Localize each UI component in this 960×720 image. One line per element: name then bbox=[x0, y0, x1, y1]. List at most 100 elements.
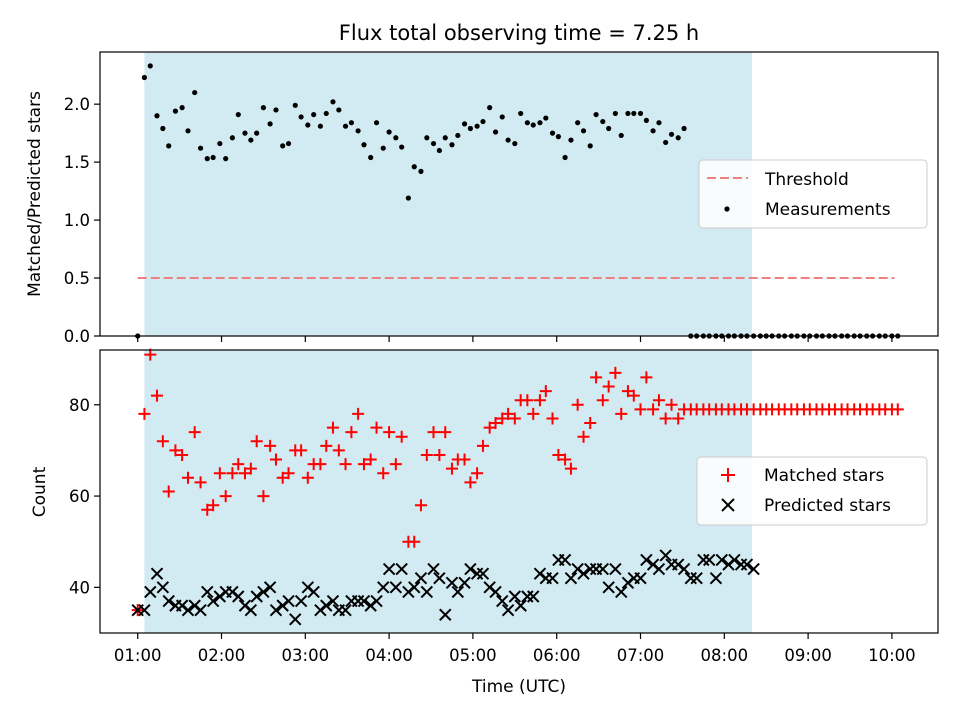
measurement-point bbox=[160, 125, 166, 132]
predicted-star-point bbox=[257, 585, 270, 599]
predicted-star-point bbox=[715, 553, 729, 567]
predicted-star-point bbox=[615, 585, 628, 599]
matched-star-point bbox=[652, 394, 665, 407]
measurement-point bbox=[668, 131, 675, 137]
measurement-point bbox=[530, 122, 536, 128]
x-axis-label: Time (UTC) bbox=[471, 677, 566, 697]
predicted-star-point bbox=[339, 603, 352, 617]
measurement-point bbox=[147, 63, 153, 69]
matched-star-point bbox=[181, 471, 194, 484]
matched-star-point bbox=[521, 394, 534, 407]
measurement-point bbox=[380, 145, 386, 151]
predicted-star-point bbox=[138, 603, 151, 617]
legend-measurements-swatch bbox=[724, 206, 730, 212]
measurement-point bbox=[455, 132, 461, 139]
matched-star-point bbox=[590, 371, 603, 384]
predicted-star-point bbox=[527, 590, 540, 603]
measurement-point bbox=[242, 130, 248, 136]
measurement-point bbox=[386, 129, 392, 135]
x-tick-label: 01:00 bbox=[114, 646, 162, 665]
predicted-star-point bbox=[445, 576, 459, 589]
predicted-star-point bbox=[408, 581, 421, 594]
predicted-star-point bbox=[709, 572, 723, 585]
predicted-star-point bbox=[326, 594, 340, 608]
predicted-star-point bbox=[144, 585, 157, 599]
matched-star-point bbox=[339, 458, 352, 471]
measurement-point bbox=[436, 147, 442, 154]
bottom-y-axis-label: Count bbox=[30, 466, 50, 517]
predicted-star-point bbox=[677, 562, 691, 576]
matched-star-point bbox=[445, 462, 458, 475]
bottom-plot-area bbox=[131, 348, 904, 626]
measurement-point bbox=[229, 135, 236, 141]
measurement-point bbox=[330, 99, 336, 105]
predicted-star-point bbox=[584, 562, 597, 576]
measurement-point bbox=[185, 128, 191, 134]
matched-star-point bbox=[571, 398, 584, 411]
predicted-star-point bbox=[244, 603, 258, 617]
measurement-point bbox=[625, 110, 631, 117]
matched-star-point bbox=[207, 499, 220, 512]
matched-star-point bbox=[320, 439, 333, 452]
predicted-star-point bbox=[427, 562, 440, 576]
matched-star-point bbox=[615, 407, 628, 420]
predicted-star-point bbox=[307, 585, 320, 599]
predicted-star-point bbox=[289, 613, 302, 626]
predicted-star-point bbox=[684, 572, 697, 585]
matched-star-point bbox=[383, 426, 396, 439]
top-legend-box bbox=[698, 159, 928, 229]
matched-star-point bbox=[264, 439, 277, 452]
predicted-star-point bbox=[282, 594, 295, 608]
top-legend: Threshold Measurements bbox=[698, 159, 928, 229]
predicted-star-point bbox=[156, 581, 170, 594]
matched-star-point bbox=[352, 407, 365, 420]
predicted-star-point bbox=[433, 572, 446, 585]
measurement-point bbox=[179, 105, 185, 111]
legend-predicted-label: Predicted stars bbox=[764, 496, 891, 516]
predicted-star-point bbox=[458, 576, 471, 589]
matched-star-point bbox=[640, 371, 653, 384]
measurement-point bbox=[492, 129, 499, 135]
measurement-point bbox=[568, 137, 574, 143]
y-tick-label: 1.5 bbox=[64, 153, 90, 172]
measurement-point bbox=[505, 137, 511, 143]
measurement-point bbox=[518, 110, 524, 117]
measurement-point bbox=[141, 74, 148, 81]
predicted-star-point bbox=[640, 553, 653, 567]
predicted-star-point bbox=[320, 599, 333, 612]
axes-frame bbox=[99, 349, 939, 634]
matched-star-point bbox=[282, 467, 295, 480]
predicted-star-point bbox=[370, 594, 383, 608]
matched-star-point bbox=[377, 467, 390, 480]
y-tick-label: 1.0 bbox=[64, 211, 90, 230]
measurement-point bbox=[650, 128, 656, 134]
measurement-point bbox=[430, 140, 437, 147]
measurement-point bbox=[587, 143, 593, 149]
measurement-point bbox=[235, 111, 241, 118]
measurement-point bbox=[681, 125, 687, 132]
predicted-star-point bbox=[451, 585, 465, 599]
measurement-point bbox=[442, 135, 448, 141]
predicted-star-point bbox=[652, 562, 666, 576]
matched-star-point bbox=[169, 444, 182, 457]
measurement-point bbox=[467, 125, 473, 132]
measurement-point bbox=[373, 120, 380, 126]
measurement-point bbox=[580, 128, 587, 134]
predicted-star-point bbox=[269, 603, 283, 617]
predicted-star-point bbox=[150, 567, 164, 580]
predicted-star-point bbox=[476, 567, 490, 580]
measurement-point bbox=[418, 168, 424, 174]
predicted-star-point bbox=[206, 594, 220, 608]
measurement-point bbox=[311, 111, 317, 118]
measurement-point bbox=[637, 110, 644, 117]
matched-star-point bbox=[609, 366, 622, 379]
matched-star-point bbox=[476, 439, 489, 452]
measurement-point bbox=[543, 115, 549, 121]
measurement-point bbox=[675, 135, 681, 141]
observing-span-top bbox=[144, 52, 752, 336]
matched-star-point bbox=[584, 417, 597, 430]
measurement-point bbox=[248, 137, 254, 143]
measurement-point bbox=[575, 120, 581, 126]
matched-star-point bbox=[138, 407, 151, 420]
legend-measurements-label: Measurements bbox=[765, 200, 891, 220]
